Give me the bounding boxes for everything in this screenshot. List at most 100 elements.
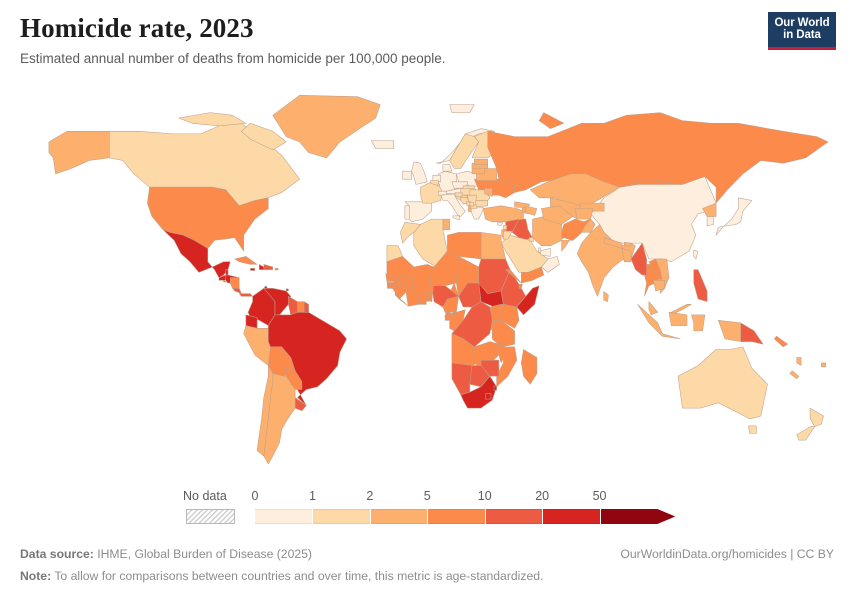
map-country[interactable]: Gambia: 4 <box>387 281 394 283</box>
map-country[interactable]: Greece: 0.9 <box>497 223 502 226</box>
map-country[interactable]: Belgium: 1 <box>438 184 440 186</box>
map-country[interactable]: Haiti: 22 <box>259 264 264 269</box>
map-country[interactable]: Tajikistan: 2.5 <box>575 209 593 220</box>
map-country[interactable]: Italy: 0.6 <box>441 194 466 217</box>
map-country[interactable]: Liberia: 6.5 <box>399 298 408 306</box>
map-country[interactable]: Nicaragua: 7 <box>230 278 239 289</box>
map-country[interactable]: Tunisia: 2 <box>443 219 450 230</box>
map-country[interactable]: Cambodia: 4.5 <box>653 280 664 291</box>
color-scale[interactable]: 0 1 2 5 10 20 50 <box>252 489 675 524</box>
legend-bin[interactable] <box>599 509 675 524</box>
map-country[interactable]: Australia: 1 <box>678 347 768 419</box>
map-country[interactable]: Bangladesh: 3 <box>622 248 631 261</box>
map-country[interactable]: Nigeria: 11 <box>432 286 459 307</box>
map-country[interactable]: El Salvador: 28 <box>224 280 229 283</box>
map-country[interactable]: Netherlands: 0.7 <box>433 175 441 182</box>
map-country[interactable]: Zimbabwe: 11 <box>481 360 499 376</box>
map-country[interactable]: Suriname: 7 <box>297 302 304 313</box>
map-country[interactable]: Namibia: 12 <box>452 363 472 395</box>
map-country[interactable]: Malaysia: 2 <box>649 302 658 315</box>
map-country[interactable]: Russia: 7.5 <box>539 113 564 129</box>
map-country[interactable]: Australia: 1 <box>749 426 757 434</box>
legend-bin[interactable] <box>255 509 313 524</box>
map-country[interactable]: Canada: 1.8 <box>241 123 286 150</box>
map-country[interactable]: Panama: 12 <box>239 294 252 297</box>
map-country[interactable]: North Korea: 4.5 <box>703 203 717 216</box>
world-map[interactable]: Greenland: 3.5 Alaska: 3.5 Canada: 1.8Cana… <box>0 80 850 480</box>
map-country[interactable]: French Guiana: 12 <box>304 302 309 313</box>
map-country[interactable]: Tanzania: 7 <box>492 320 514 347</box>
map-country[interactable]: South Korea: 0.8 <box>707 217 714 226</box>
map-country[interactable]: Azerbaijan: 2 <box>526 206 537 215</box>
map-country[interactable]: Kazakhstan: 4.5 <box>530 174 620 209</box>
legend-bin[interactable] <box>427 509 485 524</box>
map-country[interactable]: Papua New Guinea: 12 <box>741 323 763 344</box>
map-country[interactable]: Somalia: 22 <box>517 286 539 315</box>
map-country[interactable]: Mozambique: 8.5 <box>497 347 517 387</box>
map-country[interactable]: Portugal: 0.9 <box>405 206 409 219</box>
map-country[interactable]: Turkey: 2.8 <box>483 206 523 222</box>
map-country[interactable]: Jamaica: 45 <box>250 268 254 270</box>
map-country[interactable]: Turkmenistan: 3.5 <box>541 206 572 225</box>
map-country[interactable]: Solomon Islands: 5 <box>774 336 787 347</box>
map-country[interactable]: Egypt: 2.5 <box>481 232 506 259</box>
map-country[interactable]: Eswatini: 22 <box>494 386 497 390</box>
map-country[interactable]: Lesotho: 30 <box>485 394 491 399</box>
map-country[interactable]: Greenland: 3.5 <box>273 95 380 158</box>
map-country[interactable]: New Caledonia: 3 <box>790 371 799 379</box>
legend-bin[interactable] <box>542 509 600 524</box>
map-country[interactable]: United Arab Emirates: 0.7 <box>539 248 550 256</box>
legend-bin[interactable] <box>312 509 370 524</box>
map-country[interactable]: Greece: 0.9 <box>470 207 483 219</box>
map-country[interactable]: Iceland: 0.7 <box>371 141 393 149</box>
map-country[interactable]: Guyana: 16 <box>288 296 297 315</box>
map-country[interactable]: Trinidad and Tobago: 28 <box>286 289 288 291</box>
map-country[interactable]: Fiji: 4 <box>821 363 826 367</box>
owid-link[interactable]: OurWorldinData.org/homicides | CC BY <box>620 547 834 561</box>
map-country[interactable]: United States: 6.5 <box>275 268 278 270</box>
map-country[interactable]: Cuba: 5 <box>235 256 257 264</box>
map-country[interactable]: New Zealand: 1.3 <box>810 408 823 427</box>
map-country[interactable]: China: 0.6 <box>591 177 716 262</box>
map-country[interactable]: Sri Lanka: 2.5 <box>604 292 609 302</box>
map-country[interactable]: Dominican Republic: 13 <box>264 264 273 269</box>
map-country[interactable]: Serbia: 1.2 <box>470 203 474 207</box>
map-country[interactable]: Eritrea: 9 <box>506 270 522 283</box>
no-data-swatch[interactable] <box>186 509 235 524</box>
map-country[interactable]: Djibouti: 8 <box>519 284 522 288</box>
map-country[interactable]: Nepal: 3 <box>624 242 631 246</box>
map-country[interactable]: Taiwan: 0.8 <box>694 250 698 259</box>
map-country[interactable]: United Kingdom: 0.8 <box>412 162 428 185</box>
map-country[interactable]: Belize: 25 <box>226 270 228 275</box>
map-country[interactable]: Indonesia: 2.5 <box>669 312 687 325</box>
legend-bin[interactable] <box>484 509 543 524</box>
map-country[interactable]: Ireland: 0.7 <box>403 171 412 179</box>
map-country[interactable]: New Zealand: 1.3 <box>797 427 815 440</box>
map-country[interactable]: Madagascar: 5.5 <box>521 350 537 385</box>
map-country[interactable]: Indonesia: 2.5 <box>718 320 740 341</box>
map-country[interactable]: Saudi Arabia: 1.2 <box>529 238 533 242</box>
map-country[interactable]: Myanmar: 14 <box>631 243 647 275</box>
map-country[interactable]: Vanuatu: 4.5 <box>797 358 801 366</box>
map-country[interactable]: Ivory Coast: 6.5 <box>406 289 420 306</box>
owid-logo[interactable]: Our World in Data <box>768 12 836 50</box>
map-country[interactable]: Norway: 0.6 <box>450 105 475 113</box>
map-country[interactable]: Sweden: 1.1 <box>450 134 479 169</box>
map-country[interactable]: Canada: 1.8 <box>179 113 246 126</box>
map-country[interactable]: Croatia: 1 <box>455 193 462 197</box>
map-country[interactable]: Philippines: 10 <box>694 270 707 302</box>
map-country[interactable]: Chile: 4 <box>257 366 273 457</box>
map-country[interactable]: Indonesia: 2.5 <box>691 315 705 331</box>
map-country[interactable]: Jordan: 1.6 <box>503 231 512 239</box>
map-country[interactable]: Oman: 0.8 <box>541 256 559 272</box>
map-country[interactable]: Denmark: 0.8 <box>443 165 452 172</box>
map-country[interactable]: United Arab Emirates: 0.7 <box>539 248 541 252</box>
world-map-svg[interactable]: Greenland: 3.5 Alaska: 3.5 Canada: 1.8Cana… <box>0 80 850 480</box>
map-country[interactable]: Alaska: 3.5 <box>49 131 109 174</box>
map-country[interactable]: Peru: 3 <box>244 326 271 366</box>
map-country[interactable]: Estonia: 2.6 <box>474 159 487 164</box>
map-country[interactable]: Indonesia: 2.5 <box>638 304 681 339</box>
map-country[interactable]: Burkina Faso: 7.5 <box>413 278 431 293</box>
map-country[interactable]: Moldova: 3.2 <box>485 189 493 197</box>
map-country[interactable]: Japan: 0.3 <box>716 198 752 235</box>
